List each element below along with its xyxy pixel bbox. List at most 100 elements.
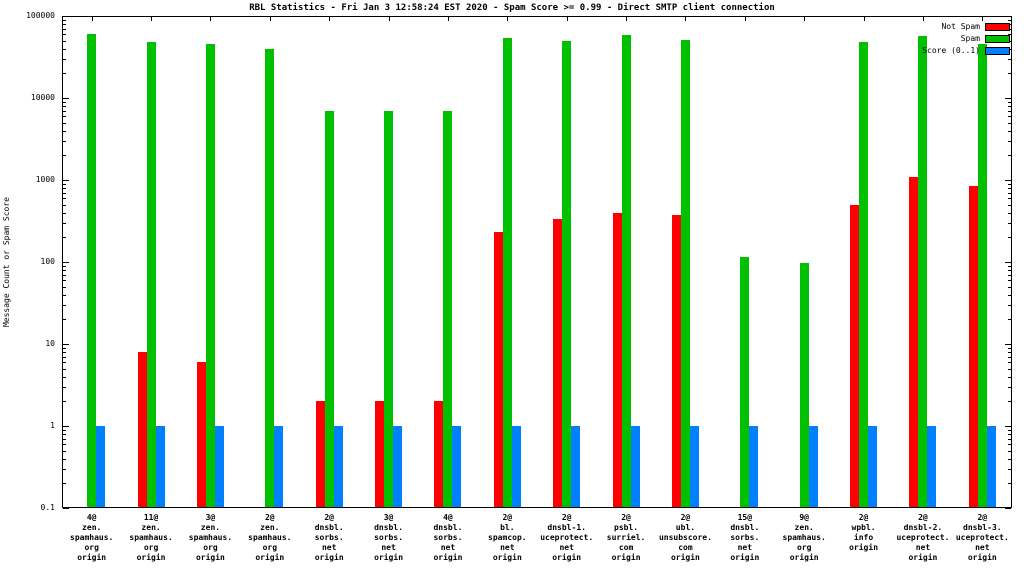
x-tick-mark bbox=[804, 17, 806, 21]
y-minor-tick-mark bbox=[63, 183, 66, 185]
bar-spam bbox=[740, 257, 750, 507]
y-minor-tick-mark bbox=[1008, 286, 1011, 288]
x-tick-mark bbox=[447, 17, 449, 21]
x-category-label: 2@ dnsbl. sorbs. net origin bbox=[314, 513, 344, 562]
y-minor-tick-mark bbox=[63, 386, 66, 388]
y-minor-tick-mark bbox=[63, 269, 66, 271]
y-minor-tick-mark bbox=[63, 23, 66, 25]
bar-spam bbox=[799, 263, 809, 507]
x-tick-mark bbox=[388, 17, 390, 21]
y-minor-tick-mark bbox=[1008, 351, 1011, 353]
x-category-label: 2@ dnsbl-2. uceprotect. net origin bbox=[896, 513, 950, 562]
x-category-label: 4@ dnsbl. sorbs. net origin bbox=[433, 513, 463, 562]
y-minor-tick-mark bbox=[1008, 304, 1011, 306]
y-minor-tick-mark bbox=[1008, 222, 1011, 224]
y-minor-tick-mark bbox=[63, 429, 66, 431]
y-minor-tick-mark bbox=[63, 458, 66, 460]
y-tick-mark bbox=[63, 508, 69, 509]
y-minor-tick-mark bbox=[63, 222, 66, 224]
y-minor-tick-mark bbox=[63, 110, 66, 112]
y-minor-tick-mark bbox=[63, 58, 66, 60]
y-minor-tick-mark bbox=[1008, 155, 1011, 157]
bar-score-0-1 bbox=[630, 426, 640, 507]
y-minor-tick-mark bbox=[63, 19, 66, 21]
y-minor-tick-mark bbox=[1008, 19, 1011, 21]
legend-entry-label: Spam bbox=[960, 34, 980, 43]
legend-swatch bbox=[985, 35, 1010, 43]
bar-score-0-1 bbox=[155, 426, 165, 507]
y-tick-label: 10000 bbox=[30, 93, 55, 102]
y-minor-tick-mark bbox=[63, 155, 66, 157]
x-category-label: 15@ dnsbl. sorbs. net origin bbox=[730, 513, 760, 562]
bar-spam bbox=[443, 110, 453, 507]
x-category-label: 4@ zen. spamhaus. org origin bbox=[70, 513, 114, 562]
y-minor-tick-mark bbox=[1008, 401, 1011, 403]
y-minor-tick-mark bbox=[1008, 362, 1011, 364]
y-minor-tick-mark bbox=[63, 304, 66, 306]
bar-spam bbox=[265, 48, 275, 507]
x-category-label: 2@ psbl. surriel. com origin bbox=[606, 513, 646, 562]
y-minor-tick-mark bbox=[1008, 438, 1011, 440]
y-minor-tick-mark bbox=[63, 401, 66, 403]
y-minor-tick-mark bbox=[63, 198, 66, 200]
bar-not-spam bbox=[137, 351, 147, 507]
x-tick-mark bbox=[863, 17, 865, 21]
bar-spam bbox=[384, 110, 394, 507]
y-minor-tick-mark bbox=[63, 294, 66, 296]
bar-score-0-1 bbox=[986, 426, 996, 507]
y-minor-tick-mark bbox=[63, 286, 66, 288]
bar-not-spam bbox=[612, 212, 622, 507]
bar-score-0-1 bbox=[96, 426, 106, 507]
y-minor-tick-mark bbox=[63, 192, 66, 194]
bar-not-spam bbox=[909, 176, 919, 507]
bar-score-0-1 bbox=[868, 426, 878, 507]
x-category-label: 11@ zen. spamhaus. org origin bbox=[129, 513, 173, 562]
y-minor-tick-mark bbox=[1008, 458, 1011, 460]
y-minor-tick-mark bbox=[63, 116, 66, 118]
y-tick-mark bbox=[1005, 16, 1011, 17]
y-minor-tick-mark bbox=[1008, 140, 1011, 142]
y-minor-tick-mark bbox=[63, 130, 66, 132]
y-minor-tick-mark bbox=[1008, 198, 1011, 200]
x-tick-mark bbox=[91, 17, 93, 21]
y-minor-tick-mark bbox=[63, 450, 66, 452]
y-minor-tick-mark bbox=[63, 73, 66, 75]
x-tick-mark bbox=[269, 17, 271, 21]
y-tick-mark bbox=[63, 180, 69, 181]
y-tick-label: 10 bbox=[45, 339, 55, 348]
y-tick-mark bbox=[1005, 508, 1011, 509]
y-minor-tick-mark bbox=[63, 438, 66, 440]
bar-score-0-1 bbox=[393, 426, 403, 507]
y-minor-tick-mark bbox=[1008, 187, 1011, 189]
bar-spam bbox=[324, 110, 334, 507]
y-minor-tick-mark bbox=[63, 204, 66, 206]
legend-entry: Score (0..1) bbox=[922, 46, 1010, 56]
x-category-label: 9@ zen. spamhaus. org origin bbox=[782, 513, 826, 562]
bar-score-0-1 bbox=[274, 426, 284, 507]
bar-score-0-1 bbox=[214, 426, 224, 507]
x-tick-mark bbox=[685, 17, 687, 21]
bar-score-0-1 bbox=[571, 426, 581, 507]
x-category-label: 2@ zen. spamhaus. org origin bbox=[248, 513, 292, 562]
y-minor-tick-mark bbox=[1008, 122, 1011, 124]
bar-not-spam bbox=[553, 219, 563, 507]
y-tick-mark bbox=[63, 262, 69, 263]
y-minor-tick-mark bbox=[1008, 450, 1011, 452]
y-minor-tick-mark bbox=[1008, 212, 1011, 214]
legend-entry: Not Spam bbox=[922, 22, 1010, 32]
y-minor-tick-mark bbox=[63, 433, 66, 435]
chart-title: RBL Statistics - Fri Jan 3 12:58:24 EST … bbox=[249, 3, 775, 13]
x-tick-mark bbox=[210, 17, 212, 21]
y-minor-tick-mark bbox=[1008, 468, 1011, 470]
x-tick-mark bbox=[151, 17, 153, 21]
x-category-label: 3@ zen. spamhaus. org origin bbox=[188, 513, 233, 562]
bar-spam bbox=[977, 43, 987, 507]
y-tick-mark bbox=[63, 16, 69, 17]
x-tick-mark bbox=[922, 17, 924, 21]
bar-score-0-1 bbox=[452, 426, 462, 507]
y-tick-label: 1000 bbox=[35, 175, 55, 184]
y-minor-tick-mark bbox=[1008, 347, 1011, 349]
y-minor-tick-mark bbox=[63, 368, 66, 370]
bar-spam bbox=[918, 36, 928, 507]
